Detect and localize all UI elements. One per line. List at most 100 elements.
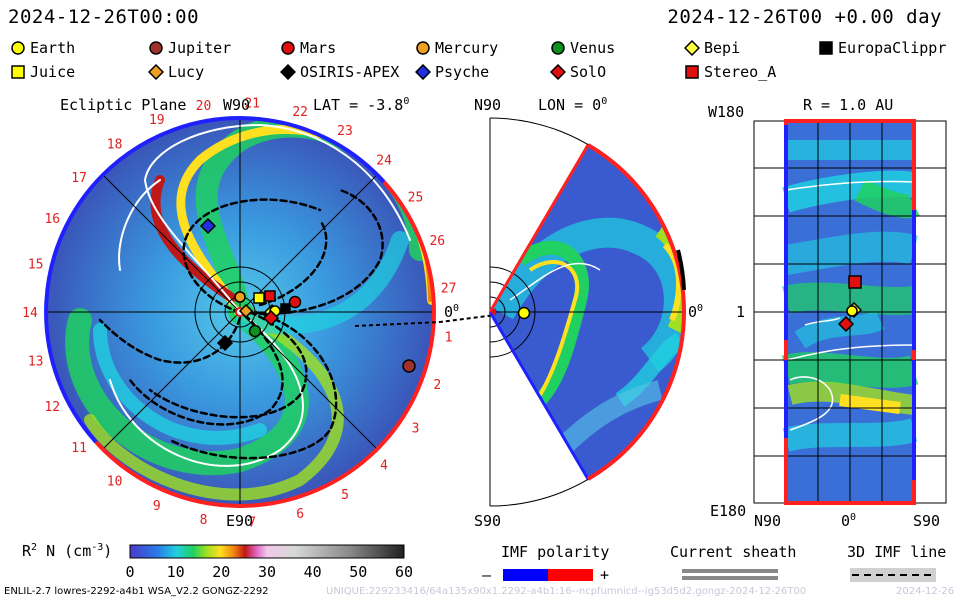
rim-number: 3 (412, 421, 420, 436)
rim-number: 6 (296, 507, 304, 522)
imf-3d-key (850, 568, 936, 582)
legend-item-earth: Earth (10, 39, 75, 57)
legend-label: Juice (30, 63, 76, 81)
legend-item-mercury: Mercury (415, 39, 498, 57)
rim-number: 12 (44, 400, 60, 415)
legend-item-juice: Juice (10, 63, 75, 81)
rim-number: 10 (107, 474, 123, 489)
rim-number: 8 (200, 513, 208, 528)
mars-marker (288, 295, 302, 309)
legend-label: Venus (570, 39, 616, 57)
map-x-label-left: N90 (754, 512, 782, 530)
legend-label: Jupiter (168, 39, 232, 57)
meridional-wedge (488, 117, 686, 507)
ecliptic-title: Ecliptic Plane (60, 96, 187, 114)
meridional-bottom-label: S90 (474, 512, 502, 530)
colorbar-tick: 0 (125, 563, 134, 581)
wedge-earth-marker (517, 306, 531, 320)
colorbar-tick: 10 (167, 563, 185, 581)
legend-label: Mars (300, 39, 337, 57)
rim-number: 14 (22, 306, 38, 321)
diamond-icon (280, 64, 296, 80)
rim-number: 25 (408, 191, 424, 206)
legend-label: Earth (30, 39, 76, 57)
legend-item-europaclippr: EuropaClippr (818, 39, 946, 57)
map-stereo-a-marker (848, 275, 862, 289)
colorbar-label: R2 N (cm-3) (22, 542, 113, 560)
rim-number: 23 (337, 124, 353, 139)
colorbar-tick: 40 (304, 563, 322, 581)
map-top-label: W180 (708, 103, 745, 121)
legend-label: Lucy (168, 63, 205, 81)
time-left: 2024-12-26T00:00 (8, 6, 200, 28)
legend-item-mars: Mars (280, 39, 336, 57)
rim-number: 19 (149, 113, 165, 128)
legend-item-stereo-a: Stereo_A (684, 63, 776, 81)
colorbar-tick: 50 (349, 563, 367, 581)
legend-item-solo: SolO (550, 63, 606, 81)
footer-watermark: UNIQUE:229233416/64a135x90x1.2292-a4b1:1… (326, 586, 807, 597)
legend-label: Bepi (704, 39, 741, 57)
legend-item-bepi: Bepi (684, 39, 740, 57)
imf-polarity-bar (503, 569, 593, 581)
square-icon (11, 65, 25, 79)
mercury-marker (234, 291, 246, 303)
square-icon (685, 65, 699, 79)
imf-title: IMF polarity (501, 543, 610, 561)
circle-icon (551, 41, 565, 55)
circle-icon (149, 41, 163, 55)
diamond-icon (148, 64, 164, 80)
map-earth-marker (846, 305, 858, 317)
rim-number: 17 (71, 171, 87, 186)
diamond-icon (415, 64, 431, 80)
europa-marker (280, 303, 291, 314)
ecliptic-disk: 20 21222324252627123456789101112131415161… (22, 96, 496, 531)
ecliptic-zero-label: 00 (444, 303, 460, 321)
psyche-marker (199, 217, 217, 235)
diamond-icon (684, 40, 700, 56)
legend-label: SolO (570, 63, 607, 81)
circle-icon (11, 41, 25, 55)
ecliptic-markers (199, 217, 416, 373)
ecliptic-bottom-label: E90 (226, 512, 254, 530)
ecliptic-top-label: W90 (223, 96, 251, 114)
rim-number: 13 (28, 354, 44, 369)
footer-right: 2024-12-26 (896, 586, 955, 597)
imf-minus: – (482, 566, 492, 584)
rim-number: 20 (196, 99, 212, 114)
rim-numbers: 20 21222324252627123456789101112131415161… (22, 96, 456, 530)
lon-label: LON = 00 (538, 96, 608, 114)
rim-number: 15 (28, 258, 44, 273)
lat-label: LAT = -3.80 (313, 96, 410, 114)
legend-label: Stereo_A (704, 63, 777, 81)
legend-item-psyche: Psyche (415, 63, 489, 81)
meridional-zero-label: 00 (688, 303, 704, 321)
lucy-marker (238, 303, 254, 319)
rim-number: 27 (441, 282, 457, 297)
map-bottom-label: E180 (710, 502, 747, 520)
rim-number: 21 (244, 96, 260, 111)
rim-number: 11 (71, 441, 87, 456)
colorbar-tick: 60 (395, 563, 413, 581)
current-sheath-key (682, 569, 778, 580)
map-r-label: R = 1.0 AU (803, 96, 894, 114)
sheath-title: Current sheath (670, 543, 797, 561)
rim-number: 16 (44, 212, 60, 227)
rim-number: 26 (429, 234, 445, 249)
legend-item-venus: Venus (550, 39, 615, 57)
rim-number: 5 (341, 488, 349, 503)
venus-marker (248, 324, 262, 338)
stereo-a-marker (264, 290, 276, 302)
map-left-axis-label: 1 (736, 303, 746, 321)
footer-left: ENLIL-2.7 lowres-2292-a4b1 WSA_V2.2 GONG… (4, 586, 269, 597)
imf-plus: + (600, 566, 610, 584)
jupiter-marker (402, 359, 416, 373)
rim-number: 24 (376, 153, 392, 168)
solo-marker (262, 309, 280, 327)
legend-item-lucy: Lucy (148, 63, 204, 81)
map-x-label-mid: 00 (841, 512, 857, 530)
square-icon (819, 41, 833, 55)
time-right: 2024-12-26T00 +0.00 day (667, 6, 942, 28)
juice-marker (253, 292, 265, 304)
colorbar-tick: 20 (212, 563, 230, 581)
